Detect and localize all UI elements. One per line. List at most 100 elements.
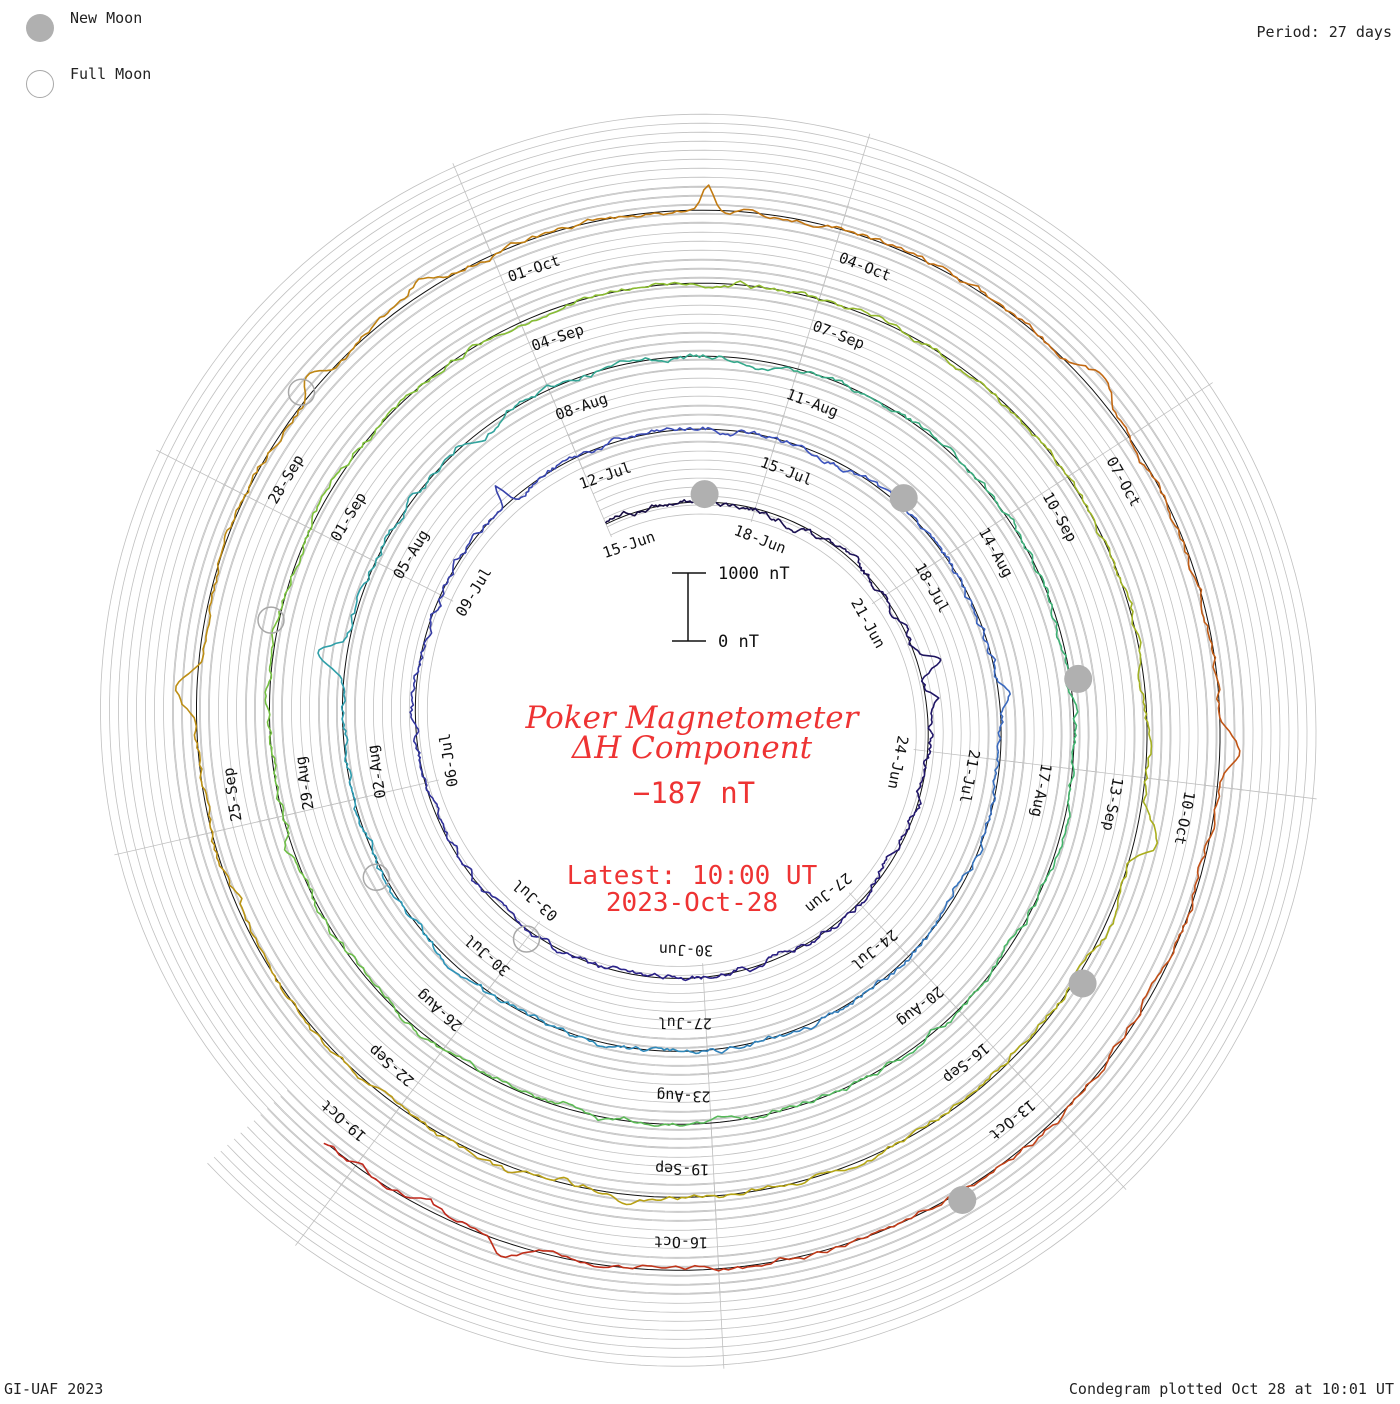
current-value: −187 nT [633,776,755,810]
series-segment [566,952,639,975]
series-segment [906,511,963,581]
grid-spiral-line [190,203,1227,1277]
series-segment [1040,778,1073,887]
full-moon-marker [287,378,316,406]
legend-new-moon: New Moon [26,9,142,44]
date-tick-label: 27-Jul [658,1014,712,1033]
series-segment [604,504,666,524]
series-segment [1100,815,1159,942]
series-segment [973,475,1035,566]
series-segment [900,981,985,1061]
series-segment [270,531,310,649]
date-tick-label: 06-Jul [436,732,462,788]
date-tick-label: 05-Aug [389,527,432,583]
date-tick-label: 30-Jun [659,941,713,960]
series-segment [317,580,368,680]
series-segment [792,1128,917,1186]
series-segment [701,1030,794,1054]
series-segment [323,1142,334,1148]
grid-radial-line [1203,784,1317,800]
series-segment [332,1146,471,1228]
series-segment [779,1209,929,1261]
grid-spiral-line [136,149,1281,1331]
footer-right: Condegram plotted Oct 28 at 10:01 UT [1068,1380,1394,1398]
series-segment [1057,995,1147,1124]
grid-spiral-line [208,221,1209,1259]
series-segment [833,301,949,362]
date-tick-label: 13-Sep [1099,776,1127,833]
legend-full-moon: Full Moon [26,65,152,100]
series-segment [920,659,942,733]
new-moon-icon [26,14,54,42]
series-segment [796,1059,902,1108]
series-segment [738,208,885,244]
series-segment [888,409,975,476]
series-segment [780,917,844,953]
grid-spiral-line [127,140,1290,1340]
date-tick-label: 02-Aug [363,744,389,800]
date-tick-label: 25-Sep [219,766,245,822]
series-segment [340,272,457,362]
series-segment [456,850,508,909]
grid-radial-line [452,163,498,269]
date-tick-label: 23-Aug [656,1087,710,1106]
grid-spiral-line [199,212,1218,1268]
series-segment [1203,703,1241,856]
series-segment [682,1105,797,1127]
scale-top-label: 1000 nT [718,564,790,584]
series-segment [410,624,433,703]
series-segment [1044,444,1112,557]
grid-radial-line [114,828,226,856]
series-segment [375,347,471,430]
date-tick-label: 10-Oct [1171,790,1199,847]
series-segment [523,450,593,498]
series-segment [340,679,353,779]
grid-spiral-line [181,194,1236,1286]
series-segment [174,610,212,753]
series-segment [517,1008,607,1049]
series-segment [307,883,374,984]
new-moon-marker [889,484,918,513]
new-moon-marker [1064,664,1093,693]
date-tick-label: 29-Aug [291,755,317,811]
chart-title-line2: ΔH Component [571,730,813,766]
series-segment [592,184,740,222]
full-moon-marker [362,863,391,892]
series-segment [400,1104,523,1174]
series-segment [1019,940,1102,1047]
grid-spiral-line [118,131,1299,1349]
series-segment [1145,854,1206,997]
series-segment [208,474,254,612]
date-tick-label: 04-Sep [529,320,586,355]
date-tick-label: 18-Jun [732,521,789,557]
series-segment [1013,313,1122,422]
series-segment [622,1257,781,1272]
grid-spiral-line [163,176,1254,1304]
series-segment [1138,682,1153,816]
series-segment [790,368,890,411]
new-moon-marker [690,480,719,509]
series-segment [307,428,377,533]
full-moon-marker [257,606,285,634]
grid-radial-line [836,133,871,243]
series-segment [983,885,1042,984]
series-segment [708,280,835,304]
date-tick-label: 15-Jun [600,527,657,562]
grid-radial-line [156,449,259,503]
series-segment [638,972,713,982]
grid-radial-line [1116,382,1213,445]
grid-spiral-line [100,113,1317,1367]
series-segment [506,907,568,955]
latest-time: Latest: 10:00 UT [567,861,818,891]
series-segment [712,950,781,979]
series-segment [793,985,876,1033]
series-segment [198,751,234,889]
footer-left: GI-UAF 2023 [4,1380,104,1398]
series-segment [381,871,438,955]
date-tick-label: 16-Oct [654,1233,708,1252]
grid-spiral-line [154,167,1263,1313]
full-moon-label: Full Moon [70,65,152,83]
date-tick-label: 17-Aug [1027,762,1055,819]
date-tick-label: 14-Aug [975,524,1017,580]
